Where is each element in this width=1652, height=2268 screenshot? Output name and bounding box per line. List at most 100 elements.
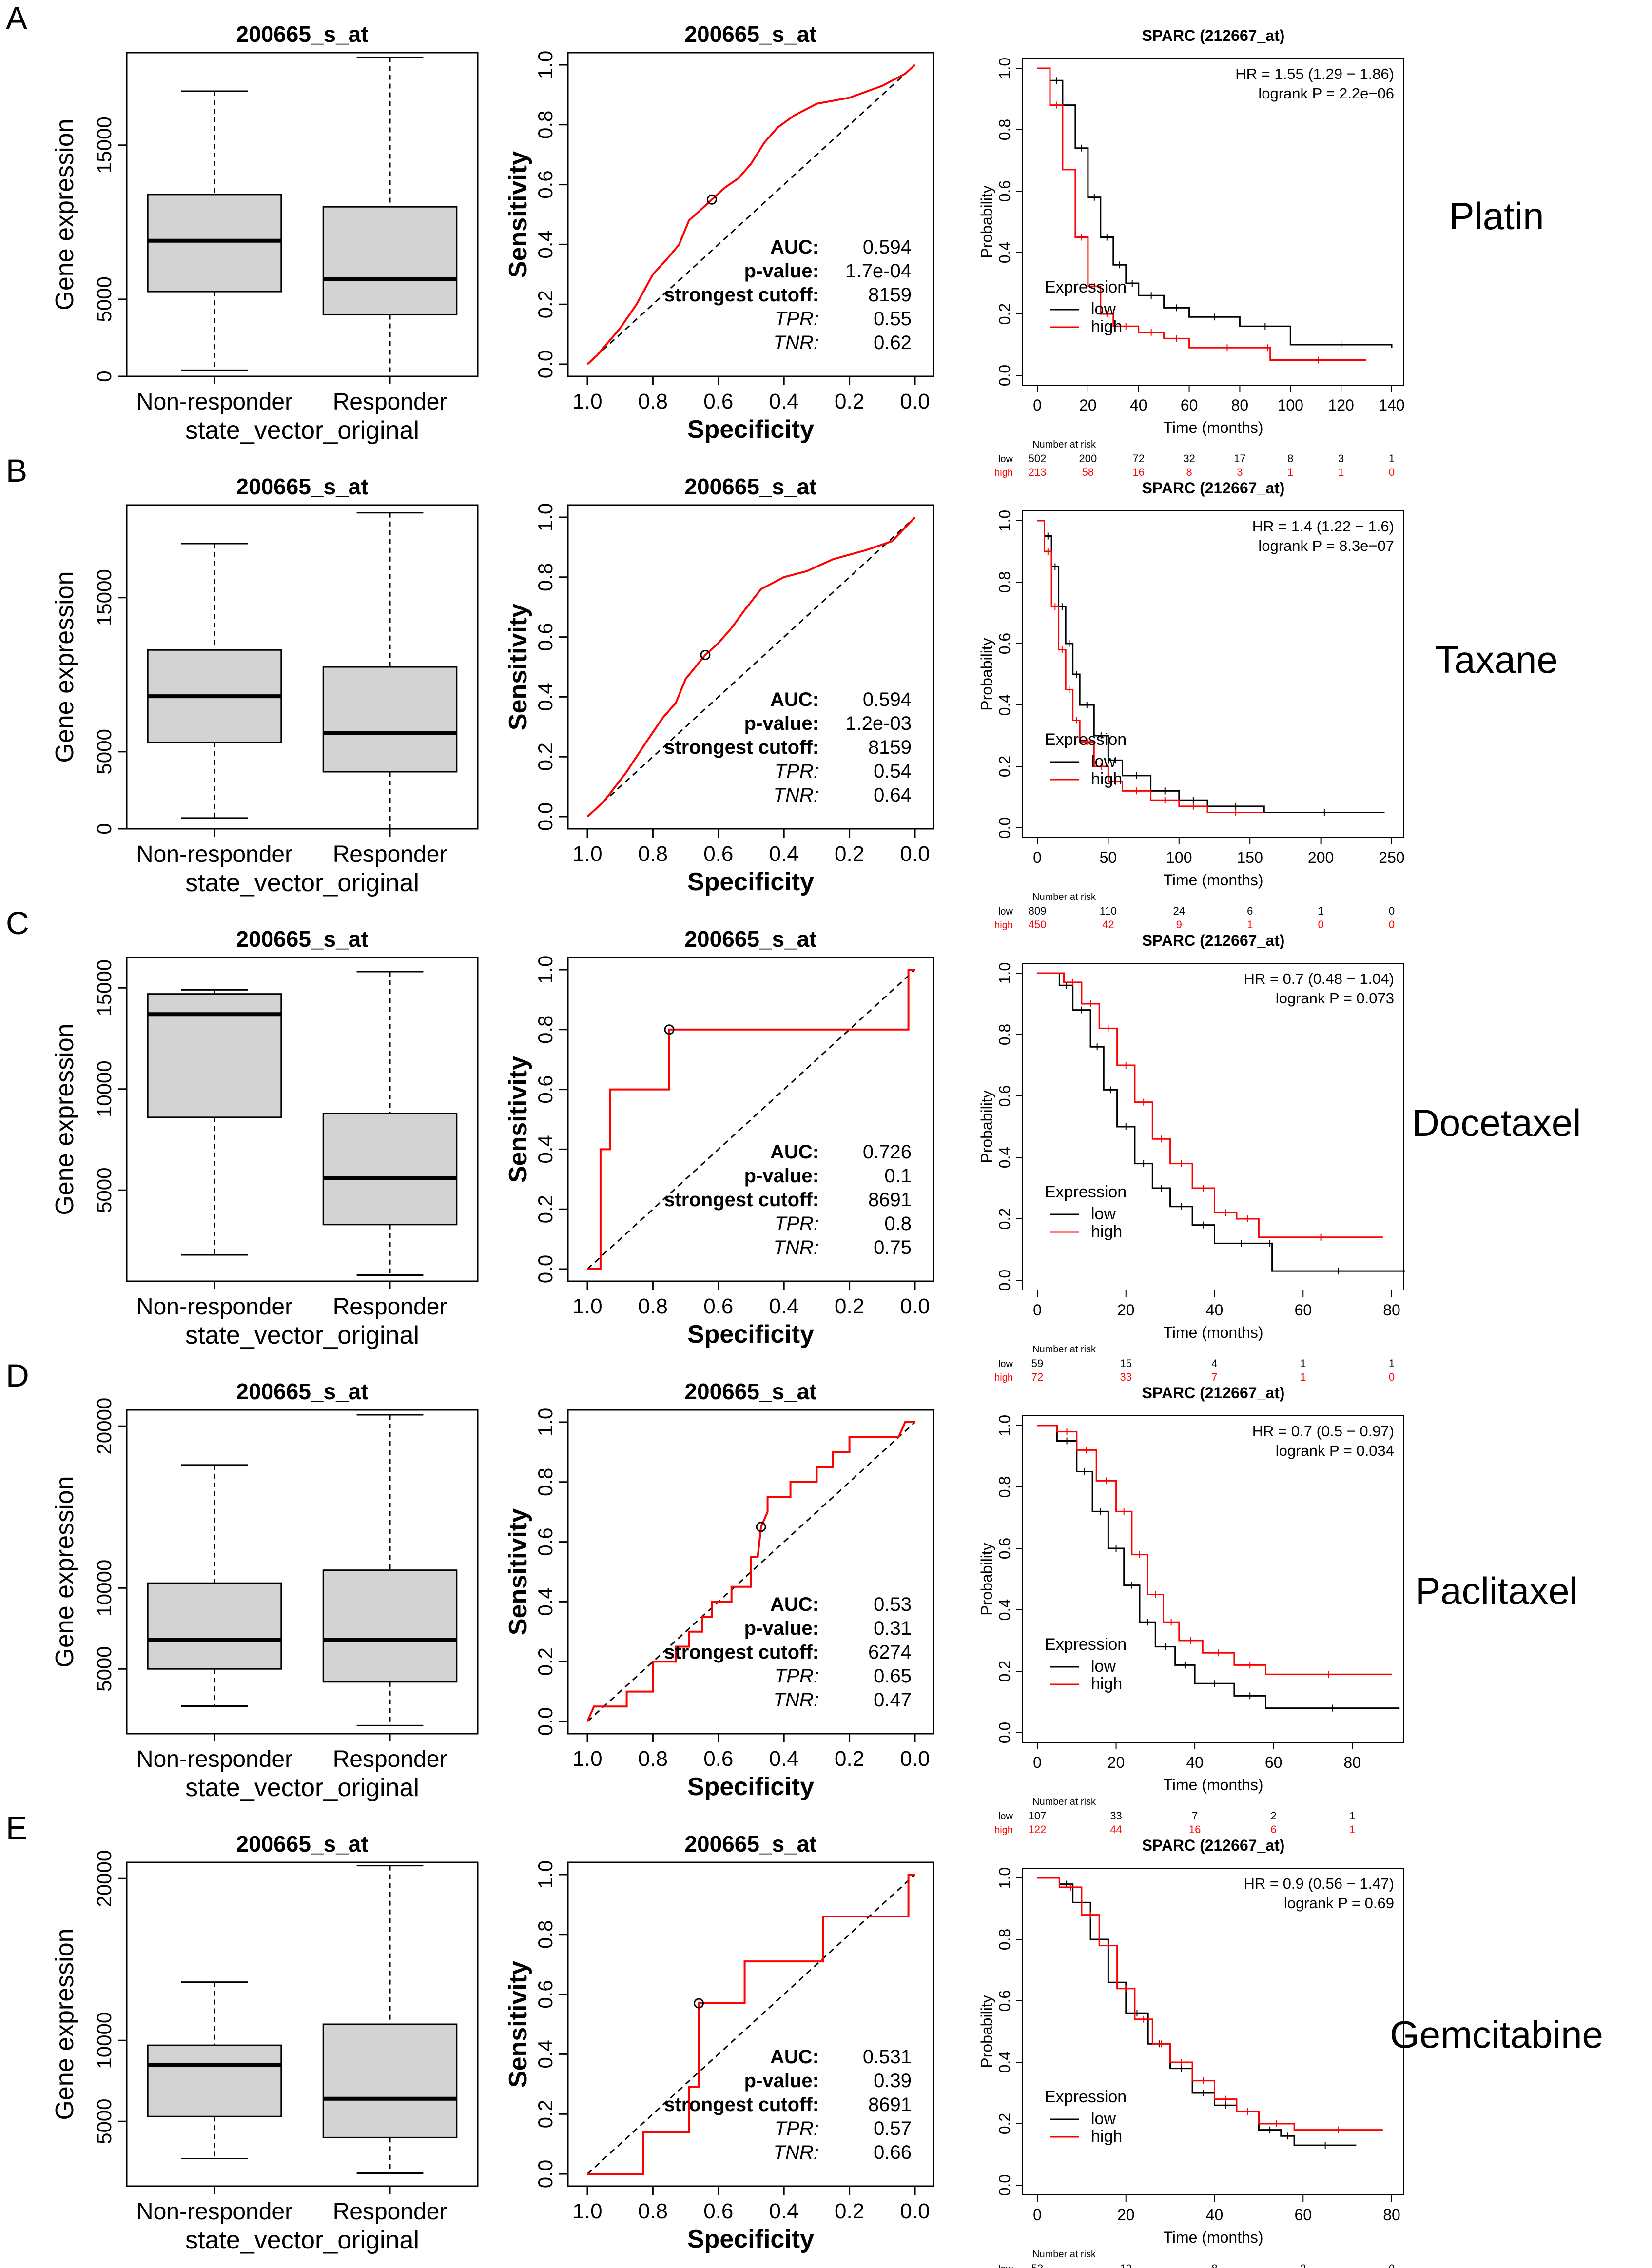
- roc-curve: [586, 516, 916, 818]
- diagonal-reference-line: [586, 1421, 916, 1722]
- censor-mark-low: [1112, 1545, 1120, 1552]
- legend-label: low: [1091, 752, 1116, 771]
- chart-title: 200665_s_at: [236, 1379, 368, 1404]
- censor-mark-low: [1078, 1006, 1085, 1014]
- y-axis-label: Sensitivity: [504, 1508, 532, 1635]
- panel-letter: B: [6, 452, 27, 489]
- censor-mark-high: [1215, 1649, 1222, 1657]
- risk-count-high: 44: [1110, 1823, 1122, 1836]
- diagonal-reference-line: [586, 1874, 916, 2175]
- censor-mark-low: [1162, 1643, 1169, 1650]
- x-axis-label: Time (months): [1163, 1776, 1263, 1794]
- censor-mark-high: [1090, 283, 1098, 290]
- x-tick-label: 0: [1033, 396, 1042, 414]
- censor-mark-low: [1103, 234, 1110, 241]
- censor-mark-high: [1158, 1135, 1165, 1143]
- censor-mark-high: [1069, 978, 1076, 986]
- x-tick-label: 50: [1100, 849, 1117, 866]
- km-panel: SPARC (212667_at)0.00.20.40.60.81.00 50 10…: [978, 479, 1405, 931]
- risk-count-high: 7: [1211, 1371, 1217, 1383]
- censor-mark-high: [1264, 344, 1271, 352]
- risk-count-high: 33: [1120, 1371, 1132, 1383]
- y-tick-label: 5000: [93, 276, 116, 322]
- risk-count-high: 213: [1029, 466, 1047, 478]
- censor-mark-high: [1097, 763, 1105, 770]
- censor-mark-low: [1211, 313, 1218, 321]
- stat-value: 0.64: [874, 784, 912, 806]
- plot-frame: [1022, 1868, 1404, 2195]
- boxplot-panel: 200665_s_at 0 5000 15000 Gene expression Non-…: [51, 21, 479, 445]
- risk-count-low: 809: [1029, 905, 1047, 917]
- stat-label: TPR:: [775, 1213, 819, 1234]
- risk-count-low: 2: [1300, 2262, 1306, 2268]
- y-axis-label: Gene expression: [51, 1928, 79, 2120]
- censor-mark-high: [1178, 1160, 1185, 1167]
- panel-letter: D: [6, 1357, 29, 1393]
- x-tick-label: 1.0: [572, 1294, 602, 1318]
- stat-value: 0.594: [863, 689, 912, 710]
- y-tick-label: 0: [93, 371, 116, 382]
- censor-mark-high: [1232, 809, 1240, 816]
- survival-curve-high: [1037, 67, 1367, 361]
- censor-mark-low: [1222, 2102, 1229, 2109]
- y-axis-label: Probability: [978, 1995, 995, 2068]
- x-tick-label: 200: [1308, 849, 1334, 866]
- censor-mark-low: [1128, 280, 1136, 287]
- box: [147, 194, 282, 293]
- chart-title: SPARC (212667_at): [1142, 27, 1285, 44]
- stat-value: 0.75: [874, 1237, 912, 1258]
- y-tick-label: 15000: [93, 569, 116, 626]
- x-tick-label: 60: [1294, 1301, 1312, 1319]
- boxplot-panel: 200665_s_at 5000 10000 20000 Gene expression…: [51, 1831, 479, 2254]
- censor-mark-high: [1273, 2120, 1280, 2127]
- x-category-label: Non-responder: [136, 1746, 292, 1772]
- censor-mark-low: [1144, 1619, 1151, 1626]
- x-tick-label: 20: [1079, 396, 1097, 414]
- stat-value: 8691: [868, 1189, 912, 1211]
- y-tick-label: 5000: [93, 729, 116, 774]
- y-tick-label: 1.0: [996, 1867, 1013, 1889]
- censor-mark-low: [1200, 2090, 1207, 2096]
- y-axis-label: Probability: [978, 185, 995, 258]
- diagonal-reference-line: [586, 969, 916, 1270]
- censor-mark-low: [1078, 144, 1085, 152]
- risk-count-low: 72: [1132, 452, 1144, 465]
- censor-mark-low: [1266, 2126, 1274, 2133]
- stat-value: 0.726: [863, 1141, 912, 1163]
- x-tick-label: 0.2: [835, 1294, 864, 1318]
- censor-mark-low: [1097, 732, 1105, 739]
- x-tick-label: 100: [1166, 849, 1192, 866]
- x-axis-label: Specificity: [687, 1773, 814, 1801]
- risk-row-label: low: [998, 1359, 1013, 1369]
- x-tick-label: 20: [1117, 1301, 1135, 1319]
- censor-mark-high: [1105, 1025, 1112, 1032]
- censor-mark-high: [1044, 548, 1051, 555]
- censor-mark-high: [1087, 1911, 1094, 1918]
- y-tick-label: 0.8: [534, 563, 557, 591]
- censor-mark-low: [1065, 101, 1072, 109]
- censor-mark-low: [1232, 802, 1240, 810]
- boxplot-panel: 200665_s_at 5000 10000 15000 Gene expression…: [51, 926, 479, 1349]
- censor-mark-low: [1128, 1582, 1135, 1589]
- x-tick-label: 60: [1265, 1754, 1283, 1771]
- risk-count-low: 53: [1031, 2262, 1043, 2268]
- x-category-label: Responder: [333, 1294, 447, 1320]
- risk-count-low: 107: [1029, 1810, 1047, 1822]
- x-tick-label: 1.0: [572, 842, 602, 866]
- risk-count-low: 6: [1247, 905, 1253, 917]
- y-tick-label: 0.2: [996, 1208, 1013, 1230]
- risk-row-label: high: [994, 468, 1013, 478]
- plot-frame: [126, 1861, 479, 2187]
- x-tick-label: 0: [1033, 2206, 1042, 2224]
- censor-mark-high: [1122, 1062, 1129, 1069]
- x-tick-label: 250: [1379, 849, 1404, 866]
- risk-count-high: 0: [1389, 919, 1395, 931]
- censor-mark-high: [1065, 166, 1072, 173]
- legend-title: Expression: [1045, 1183, 1127, 1201]
- stat-value: 0.54: [874, 761, 912, 782]
- censor-mark-low: [1058, 603, 1066, 610]
- y-tick-label: 1.0: [996, 962, 1013, 984]
- censor-mark-low: [1133, 772, 1140, 779]
- y-axis-label: Gene expression: [51, 1023, 79, 1215]
